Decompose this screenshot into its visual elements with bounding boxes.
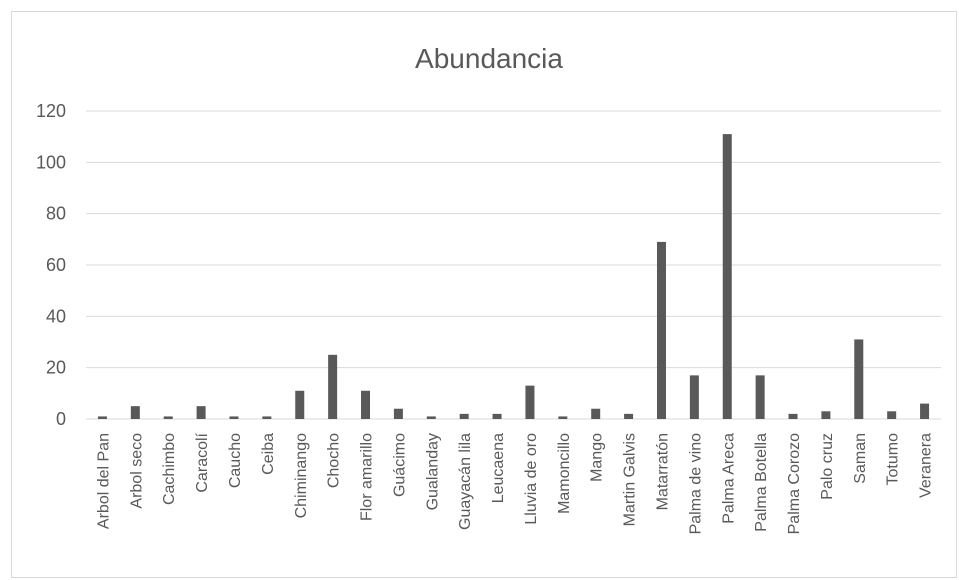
x-tick-label: Chocho (326, 433, 343, 488)
bar (788, 413, 798, 419)
x-tick-label: Palma Corozo (786, 433, 803, 534)
bar (130, 406, 140, 419)
x-tick-label: Totumo (885, 433, 902, 486)
y-tick-label: 20 (46, 358, 66, 378)
x-axis-ticks: Arbol del Pan Arbol seco Cachimbo Caracolí C… (95, 432, 934, 534)
x-tick-label: Arbol seco (128, 433, 145, 509)
x-tick-label: Caracolí (194, 432, 211, 492)
chart-title: Abundancia (415, 43, 563, 74)
y-tick-label: 40 (46, 306, 66, 326)
x-tick-label: Palma Botella (753, 433, 770, 532)
bar (163, 416, 173, 419)
x-tick-label: Mamoncillo (556, 433, 573, 514)
x-tick-label: Chiminango (293, 433, 310, 518)
x-tick-label: Palma de vino (687, 433, 704, 534)
y-tick-label: 60 (46, 255, 66, 275)
x-tick-label: Palma Areca (720, 433, 737, 524)
x-tick-label: Palo cruz (819, 433, 836, 500)
x-tick-label: Martin Galvis (622, 433, 639, 526)
bar (920, 403, 930, 419)
x-tick-label: Ceiba (260, 433, 277, 475)
bar (755, 375, 765, 419)
bar (689, 375, 699, 419)
bar (262, 416, 272, 419)
x-tick-label: Guácimo (391, 433, 408, 497)
x-tick-label: Lluvia de oro (523, 433, 540, 525)
x-tick-label: Flor amarillo (359, 433, 376, 521)
bar (459, 413, 469, 419)
x-tick-label: Arbol del Pan (95, 433, 112, 529)
bar (656, 241, 666, 419)
bar (426, 416, 436, 419)
x-tick-label: Mango (589, 433, 606, 482)
bar (393, 408, 403, 419)
bar (821, 411, 831, 419)
bar (97, 416, 107, 419)
x-tick-label: Gualanday (424, 433, 441, 510)
bars (97, 134, 930, 419)
bar (525, 385, 535, 419)
x-tick-label: Cachimbo (161, 433, 178, 505)
x-tick-label: Leucaena (490, 433, 507, 503)
x-tick-label: Matarratón (654, 433, 671, 510)
bar (624, 413, 634, 419)
x-tick-label: Veranera (918, 433, 935, 498)
bar (361, 390, 371, 419)
bar (854, 339, 864, 419)
bar (492, 413, 502, 419)
y-tick-label: 80 (46, 204, 66, 224)
y-tick-label: 0 (56, 409, 66, 429)
bar (591, 408, 601, 419)
bar (558, 416, 568, 419)
x-tick-label: Guayacán lila (457, 433, 474, 530)
bar (722, 134, 732, 419)
y-axis-ticks: 0 20 40 60 80 100 120 (36, 101, 66, 429)
bar (295, 390, 305, 419)
bar (196, 406, 206, 419)
gridlines (86, 110, 941, 420)
bar (887, 411, 897, 419)
chart-frame (11, 11, 957, 578)
bar (328, 354, 338, 419)
y-tick-label: 120 (36, 101, 66, 121)
bar (229, 416, 239, 419)
x-tick-label: Caucho (227, 433, 244, 488)
x-tick-label: Saman (852, 433, 869, 484)
y-tick-label: 100 (36, 152, 66, 172)
